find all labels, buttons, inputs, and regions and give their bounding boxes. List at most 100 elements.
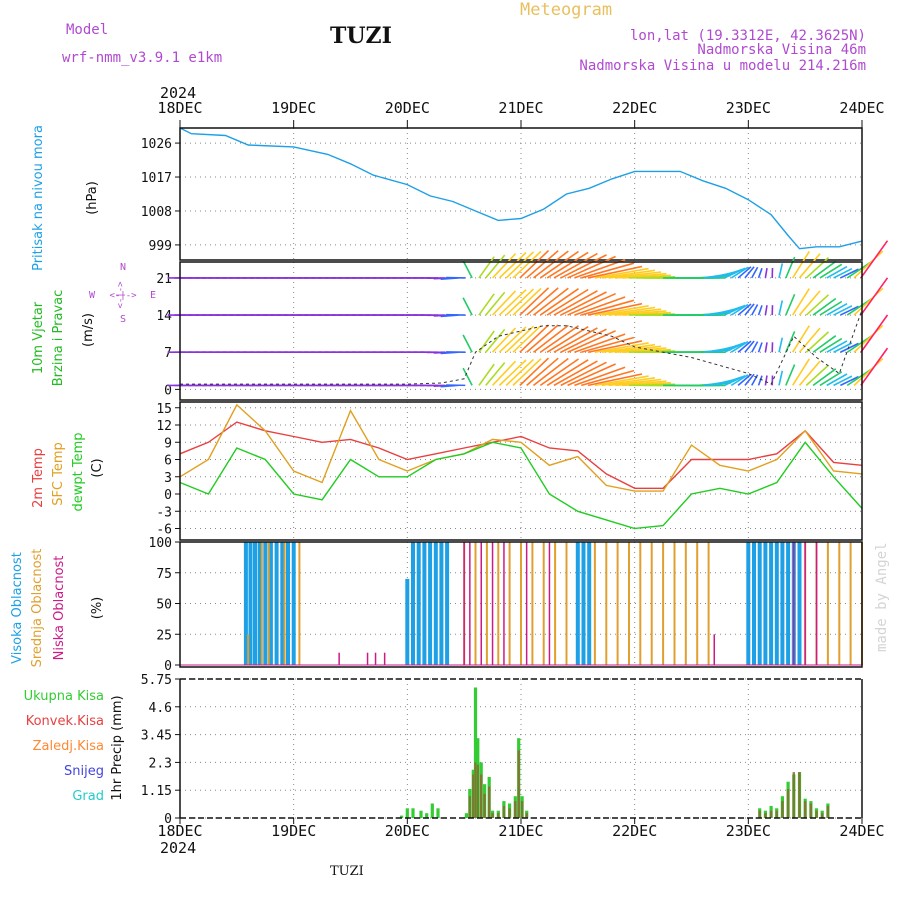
cloud-title-low: Niska Oblacnost [52,556,67,661]
wind-arrow [751,266,759,279]
wind-arrow [601,306,656,316]
temperature-ytick-label: 6 [164,454,172,469]
temperature-ytick-label: 15 [156,402,172,417]
wind-arrow [812,368,837,387]
wind-arrow [840,375,859,387]
wind-arrow [757,342,763,353]
mid-cloud-bar [247,634,250,666]
wind-arrow [574,296,626,316]
precip-conv-bar [520,801,524,818]
wind-arrow [812,260,837,279]
wind-arrow [730,303,749,316]
wind-arrow [462,297,473,316]
low-cloud-bar [338,652,340,665]
wind-arrow [778,370,784,386]
wind-arrow [819,300,843,316]
high-cloud-bar [575,542,580,665]
legend-conv-rain: Konvek.Kisa [26,714,104,729]
wind-arrow [498,359,527,386]
wind-arrow [833,342,853,353]
wind-arrow [757,305,763,316]
wind-arrow [519,287,550,316]
wind-arrow [539,358,579,387]
wind-arrow [505,288,535,316]
wind-arrow [751,341,759,353]
mid-cloud-bar [267,542,270,665]
wind-arrow [764,267,768,279]
precip-total-bar [425,813,429,818]
wind-arrow [730,374,749,387]
altitude-label: Nadmorska Visina 46m [697,42,866,58]
wind-arrow [840,268,859,279]
wind-arrow [833,305,853,316]
wind-arrow [812,297,837,316]
wind-arrow [553,360,598,387]
precip-ytick-label: 2.3 [149,756,172,771]
wind-arrow [791,250,810,279]
wind-arrow [478,363,495,386]
high-cloud-bar [280,542,285,665]
wind-arrow [560,361,607,387]
wind-ytick-label: 21 [156,272,172,287]
precip-conv-bar [826,805,830,818]
cloud-ytick-label: 100 [149,536,172,551]
low-cloud-bar [491,542,494,665]
compass: N S W E <-|-> <-|-> [89,262,156,325]
wind-arrow [553,290,598,316]
wind-arrow [778,337,784,353]
high-cloud-bar [428,542,433,665]
wind-arrow [505,251,535,279]
wind-arrow [724,341,746,353]
precip-conv-bar [792,772,795,818]
wind-arrow [778,263,784,279]
high-cloud-bar [422,542,427,665]
wind-arrow [853,358,884,386]
model-altitude-label: Nadmorska Visina u modelu 214.216m [579,58,866,74]
model-label: Model [66,22,108,38]
precip-conv-bar [491,813,494,818]
legend-total-rain: Ukupna Kisa [24,689,104,704]
precip-total-bar [464,813,468,818]
mid-cloud-bar [508,542,511,665]
cloud-title-high: Visoka Oblacnost [10,552,25,664]
wind-arrow [833,267,853,279]
temperature-ytick-label: -6 [156,523,172,538]
high-cloud-bar [268,542,273,665]
low-cloud-bar [383,652,386,665]
mid-cloud-bar [849,542,852,665]
pressure-ytick-label: 999 [149,239,172,254]
wind-arrow [553,252,598,279]
mid-cloud-bar [616,542,619,665]
mid-cloud-bar [650,542,653,665]
wind-arrow [526,324,559,353]
wind-arrow [546,359,589,387]
wind-arrow [526,250,559,279]
low-cloud-bar [793,542,795,665]
wind-arrow [601,343,656,354]
wind-arrow [826,340,848,353]
high-cloud-bar [581,542,586,665]
wind-arrow [744,303,755,316]
wind-arrow [533,287,569,316]
precip-conv-bar [468,796,471,818]
wind-arrow [485,291,506,316]
wind-arrow [826,265,848,279]
bottom-date-label: 18DEC [157,822,202,840]
wind-arrow [798,327,821,353]
precip-conv-bar [758,810,761,818]
low-cloud-bar [480,542,482,665]
wind-arrow [587,340,643,354]
wind-arrow [492,360,517,386]
mid-cloud-bar [673,542,676,665]
wind-arrow [485,254,506,279]
high-cloud-bar [411,542,415,665]
compass-east: E [150,290,156,301]
high-cloud-bar [248,542,253,665]
low-cloud-bar [469,542,471,665]
wind-arrow [805,331,830,353]
wind-arrow [581,369,635,387]
pressure-ytick-label: 1008 [141,205,172,220]
wind-arrow [601,269,656,279]
precip-conv-bar [798,772,801,818]
